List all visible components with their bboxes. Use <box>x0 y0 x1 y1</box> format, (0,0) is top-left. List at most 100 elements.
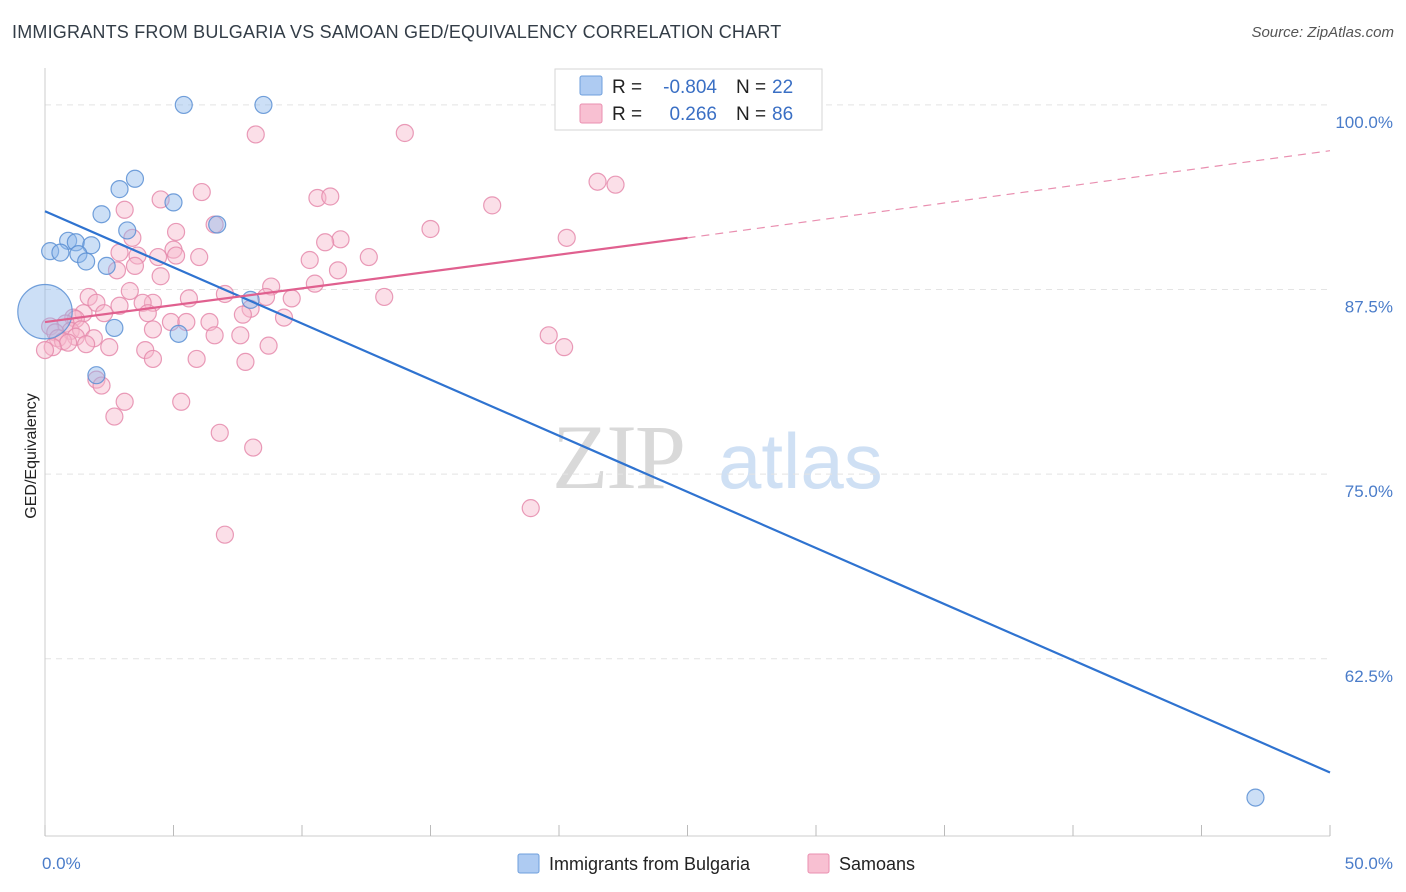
samoans-point-60 <box>539 326 558 345</box>
y-tick-label-2: 75.0% <box>1345 482 1393 501</box>
bulgaria-point-2 <box>125 169 145 188</box>
samoans-point-77 <box>92 376 111 395</box>
samoans-point-16 <box>316 233 335 252</box>
series-legend: Immigrants from Bulgaria Samoans <box>517 853 915 874</box>
bulgaria-point-15 <box>97 256 116 276</box>
samoans-point-75 <box>236 352 255 372</box>
samoans-point-73 <box>143 349 163 369</box>
legend-n-label-bulgaria: N = <box>736 77 766 98</box>
samoans-point-35 <box>375 287 394 307</box>
samoans-point-79 <box>172 392 191 411</box>
samoans-point-1 <box>395 123 414 143</box>
legend-r-value-samoans: 0.266 <box>669 104 717 125</box>
bulgaria-point-4 <box>164 193 183 212</box>
legend-swatch-bulgaria <box>579 75 603 96</box>
bulgaria-point-9 <box>66 233 85 252</box>
bulgaria-point-12 <box>51 243 70 262</box>
samoans-points <box>35 123 625 544</box>
bottom-legend-label-bulgaria: Immigrants from Bulgaria <box>549 854 751 874</box>
watermark-atlas: atlas <box>718 417 883 505</box>
samoans-point-82 <box>244 438 263 457</box>
legend-n-value-samoans: 86 <box>772 104 793 125</box>
samoans-point-84 <box>215 525 234 544</box>
samoans-point-59 <box>231 326 250 345</box>
bulgaria-point-7 <box>118 221 137 240</box>
bulgaria-point-17 <box>17 283 73 340</box>
samoans-point-13 <box>557 228 576 247</box>
samoans-point-33 <box>256 287 276 307</box>
bulgaria-point-21 <box>1246 788 1265 807</box>
samoans-point-3 <box>606 175 625 194</box>
samoans-point-81 <box>210 423 229 442</box>
legend-r-label-samoans: R = <box>612 104 642 125</box>
samoans-point-46 <box>233 305 252 324</box>
y-tick-labels: 100.0% 87.5% 75.0% 62.5% <box>1335 113 1393 686</box>
bulgaria-point-14 <box>77 252 96 271</box>
samoans-trend-line <box>44 236 688 324</box>
samoans-point-68 <box>100 338 119 357</box>
samoans-point-9 <box>115 200 134 219</box>
bulgaria-point-19 <box>169 324 188 343</box>
samoans-point-37 <box>282 289 301 308</box>
bottom-legend-label-samoans: Samoans <box>839 854 915 874</box>
samoans-point-66 <box>77 335 96 354</box>
legend-r-value-bulgaria: -0.804 <box>663 77 717 98</box>
watermark-zip: ZIP <box>552 406 684 508</box>
bulgaria-point-1 <box>254 95 273 115</box>
samoans-point-31 <box>120 281 139 301</box>
samoans-point-4 <box>192 182 211 202</box>
legend-r-label-bulgaria: R = <box>612 77 642 98</box>
x-tick-label-min: 0.0% <box>42 854 81 873</box>
samoans-point-65 <box>59 333 78 352</box>
bulgaria-point-10 <box>82 236 101 255</box>
x-ticks <box>44 825 1331 836</box>
samoans-point-74 <box>187 349 206 369</box>
samoans-point-26 <box>125 256 145 276</box>
samoans-point-20 <box>190 247 209 267</box>
samoans-point-24 <box>300 250 319 270</box>
samoans-point-28 <box>151 267 170 286</box>
bulgaria-point-6 <box>208 215 227 234</box>
bulgaria-point-13 <box>69 244 88 264</box>
samoans-point-2 <box>588 172 607 191</box>
samoans-point-76 <box>87 370 106 389</box>
x-tick-label-max: 50.0% <box>1345 854 1393 873</box>
samoans-point-11 <box>166 222 186 242</box>
chart-source: Source: ZipAtlas.com <box>1251 24 1394 41</box>
samoans-point-78 <box>115 392 134 411</box>
bulgaria-point-5 <box>92 205 111 224</box>
axes <box>44 68 1330 837</box>
samoans-point-70 <box>259 336 278 355</box>
samoans-point-29 <box>305 274 324 293</box>
samoans-point-22 <box>166 246 186 265</box>
y-tick-label-0: 100.0% <box>1335 113 1393 132</box>
bulgaria-trend-line <box>44 210 1331 774</box>
samoans-point-40 <box>110 296 129 315</box>
samoans-point-6 <box>321 187 340 206</box>
samoans-point-23 <box>359 247 378 267</box>
samoans-point-55 <box>143 320 163 339</box>
bottom-legend-swatch-bulgaria <box>517 853 540 874</box>
samoans-point-71 <box>35 340 55 360</box>
bulgaria-point-0 <box>174 95 193 115</box>
trend-lines <box>44 150 1331 774</box>
samoans-point-27 <box>107 261 127 280</box>
samoans-point-83 <box>521 499 540 518</box>
gridlines <box>45 104 1330 660</box>
bottom-legend-swatch-samoans <box>807 853 830 874</box>
y-tick-label-1: 87.5% <box>1345 298 1393 317</box>
samoans-point-12 <box>421 219 440 239</box>
samoans-point-0 <box>246 125 265 144</box>
bulgaria-point-20 <box>87 366 106 385</box>
samoans-point-41 <box>133 293 152 312</box>
legend-n-label-samoans: N = <box>736 104 766 125</box>
y-axis-label: GED/Equivalency <box>23 393 40 518</box>
samoans-point-58 <box>205 326 224 345</box>
bulgaria-points <box>17 95 1265 807</box>
samoans-point-15 <box>331 230 350 249</box>
samoans-trend-extension <box>687 150 1331 239</box>
chart-title: IMMIGRANTS FROM BULGARIA VS SAMOAN GED/E… <box>12 22 782 42</box>
correlation-legend: R = -0.804 N = 22 R = 0.266 N = 86 <box>554 68 823 131</box>
bulgaria-point-3 <box>110 180 129 199</box>
